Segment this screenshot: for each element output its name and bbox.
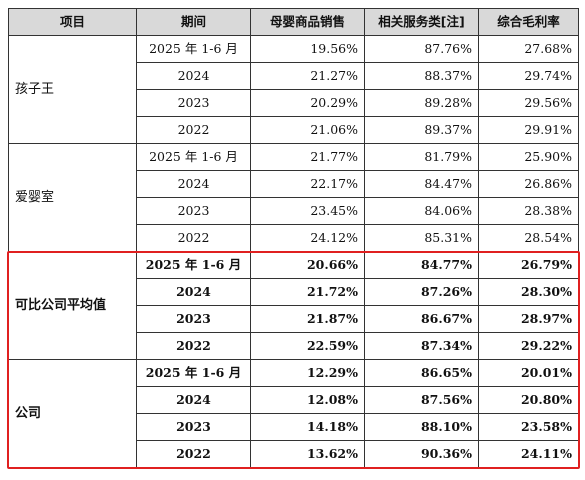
table-row: 2023 23.45% 84.06% 28.38% (9, 197, 579, 225)
related-services-cell: 87.56% (364, 386, 479, 414)
related-services-cell: 87.26% (364, 278, 479, 306)
table-row: 2024 21.72% 87.26% 28.30% (9, 278, 579, 306)
related-services-cell: 85.31% (364, 224, 479, 252)
header-related-services: 相关服务类[注] (364, 8, 479, 36)
table-row: 2023 14.18% 88.10% 23.58% (9, 413, 579, 441)
table-row: 2022 24.12% 85.31% 28.54% (9, 224, 579, 252)
gross-margin-cell: 25.90% (478, 143, 579, 171)
related-services-cell: 90.36% (364, 440, 479, 468)
gross-margin-cell: 26.86% (478, 170, 579, 198)
table-row: 可比公司平均值 2025 年 1-6 月 20.66% 84.77% 26.79% (8, 251, 579, 360)
period-cell: 2024 (136, 62, 251, 90)
goods-sales-cell: 21.77% (250, 143, 365, 171)
related-services-cell: 81.79% (364, 143, 479, 171)
related-services-cell: 88.37% (364, 62, 479, 90)
gross-margin-table: 项目 期间 母婴商品销售 相关服务类[注] 综合毛利率 孩子王 2025 年 1-… (8, 8, 579, 468)
goods-sales-cell: 13.62% (250, 440, 365, 468)
goods-sales-cell: 12.29% (250, 359, 365, 387)
period-cell: 2022 (136, 224, 251, 252)
table-row: 2023 20.29% 89.28% 29.56% (9, 89, 579, 117)
period-cell: 2022 (136, 332, 251, 360)
period-cell: 2023 (136, 89, 251, 117)
period-cell: 2025 年 1-6 月 (136, 35, 251, 63)
gross-margin-cell: 26.79% (478, 251, 579, 279)
goods-sales-cell: 22.59% (250, 332, 365, 360)
period-cell: 2024 (136, 170, 251, 198)
gross-margin-cell: 29.91% (478, 116, 579, 144)
period-cell: 2022 (136, 440, 251, 468)
period-cell: 2023 (136, 413, 251, 441)
gross-margin-cell: 29.22% (478, 332, 579, 360)
header-row: 项目 期间 母婴商品销售 相关服务类[注] 综合毛利率 (8, 8, 579, 36)
gross-margin-cell: 29.74% (478, 62, 579, 90)
table-row: 2022 21.06% 89.37% 29.91% (9, 116, 579, 144)
period-cell: 2023 (136, 305, 251, 333)
goods-sales-cell: 23.45% (250, 197, 365, 225)
goods-sales-cell: 21.87% (250, 305, 365, 333)
related-services-cell: 84.06% (364, 197, 479, 225)
header-overall-gross-margin: 综合毛利率 (478, 8, 579, 36)
table-row: 2024 21.27% 88.37% 29.74% (9, 62, 579, 90)
related-services-cell: 86.67% (364, 305, 479, 333)
goods-sales-cell: 24.12% (250, 224, 365, 252)
period-cell: 2024 (136, 386, 251, 414)
table-body: 孩子王 2025 年 1-6 月 19.56% 87.76% 27.68% 2024 21.… (8, 35, 579, 468)
table-row: 爱婴室 2025 年 1-6 月 21.77% 81.79% 25.90% (8, 143, 579, 252)
goods-sales-cell: 20.29% (250, 89, 365, 117)
gross-margin-cell: 20.01% (478, 359, 579, 387)
related-services-cell: 89.28% (364, 89, 479, 117)
gross-margin-cell: 28.38% (478, 197, 579, 225)
header-item: 项目 (8, 8, 137, 36)
period-cell: 2025 年 1-6 月 (136, 251, 251, 279)
table-row: 公司 2025 年 1-6 月 12.29% 86.65% 20.01% (8, 359, 579, 468)
gross-margin-cell: 24.11% (478, 440, 579, 468)
goods-sales-cell: 20.66% (250, 251, 365, 279)
group-name-cell: 可比公司平均值 (8, 251, 137, 360)
related-services-cell: 89.37% (364, 116, 479, 144)
related-services-cell: 84.77% (364, 251, 479, 279)
goods-sales-cell: 14.18% (250, 413, 365, 441)
group-name-cell: 公司 (8, 359, 137, 468)
header-period: 期间 (136, 8, 251, 36)
table-row: 2024 22.17% 84.47% 26.86% (9, 170, 579, 198)
period-cell: 2024 (136, 278, 251, 306)
goods-sales-cell: 19.56% (250, 35, 365, 63)
period-cell: 2022 (136, 116, 251, 144)
related-services-cell: 84.47% (364, 170, 479, 198)
period-cell: 2025 年 1-6 月 (136, 143, 251, 171)
related-services-cell: 87.76% (364, 35, 479, 63)
gross-margin-cell: 23.58% (478, 413, 579, 441)
gross-margin-cell: 29.56% (478, 89, 579, 117)
gross-margin-cell: 28.54% (478, 224, 579, 252)
group-name-cell: 孩子王 (8, 35, 137, 144)
goods-sales-cell: 12.08% (250, 386, 365, 414)
related-services-cell: 88.10% (364, 413, 479, 441)
goods-sales-cell: 21.72% (250, 278, 365, 306)
goods-sales-cell: 21.27% (250, 62, 365, 90)
period-cell: 2023 (136, 197, 251, 225)
gross-margin-cell: 20.80% (478, 386, 579, 414)
table-row: 2022 13.62% 90.36% 24.11% (9, 440, 579, 468)
period-cell: 2025 年 1-6 月 (136, 359, 251, 387)
table-row: 2023 21.87% 86.67% 28.97% (9, 305, 579, 333)
header-goods-sales: 母婴商品销售 (250, 8, 365, 36)
gross-margin-cell: 28.30% (478, 278, 579, 306)
related-services-cell: 87.34% (364, 332, 479, 360)
goods-sales-cell: 22.17% (250, 170, 365, 198)
gross-margin-cell: 28.97% (478, 305, 579, 333)
goods-sales-cell: 21.06% (250, 116, 365, 144)
related-services-cell: 86.65% (364, 359, 479, 387)
table-row: 孩子王 2025 年 1-6 月 19.56% 87.76% 27.68% (8, 35, 579, 144)
group-name-cell: 爱婴室 (8, 143, 137, 252)
gross-margin-cell: 27.68% (478, 35, 579, 63)
